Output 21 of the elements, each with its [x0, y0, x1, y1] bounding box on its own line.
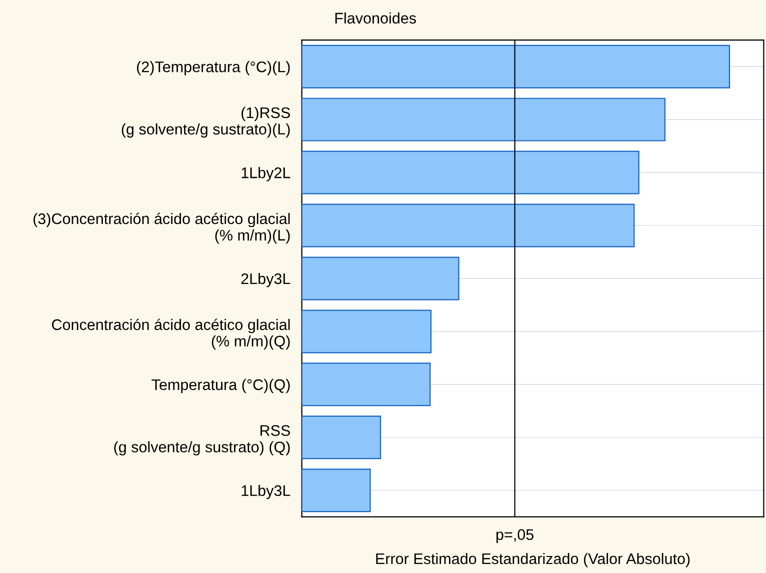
bar [302, 150, 640, 194]
y-tick-label: 1Lby2L [242, 167, 290, 182]
y-tick-label: Concentración ácido acético glacial (% m/m)(Q) [52, 318, 290, 350]
y-tick-label: (1)RSS (g solvente/g sustrato)(L) [122, 106, 290, 138]
bar [302, 416, 382, 460]
y-tick-label: (3)Concentración ácido acético glacial (% m/m)(L) [33, 212, 290, 244]
x-axis-title: Error Estimado Estandarizado (Valor Absoluto) [376, 552, 690, 568]
bar [302, 204, 635, 248]
bar [302, 468, 371, 512]
bar [302, 310, 432, 354]
y-tick-label: Temperatura (°C)(Q) [152, 378, 290, 394]
y-tick-label: 1Lby3L [242, 484, 290, 500]
bar [302, 256, 460, 300]
bar [302, 98, 666, 142]
y-tick-label: RSS (g solvente/g sustrato) (Q) [114, 425, 290, 456]
bar [302, 44, 730, 88]
chart-title: Flavonoides [335, 12, 416, 24]
ref-line-label: p=,05 [496, 529, 534, 544]
y-tick-label: (2)Temperatura (°C)(L) [136, 61, 290, 76]
y-tick-label: 2Lby3L [241, 272, 290, 288]
bar [302, 362, 431, 406]
